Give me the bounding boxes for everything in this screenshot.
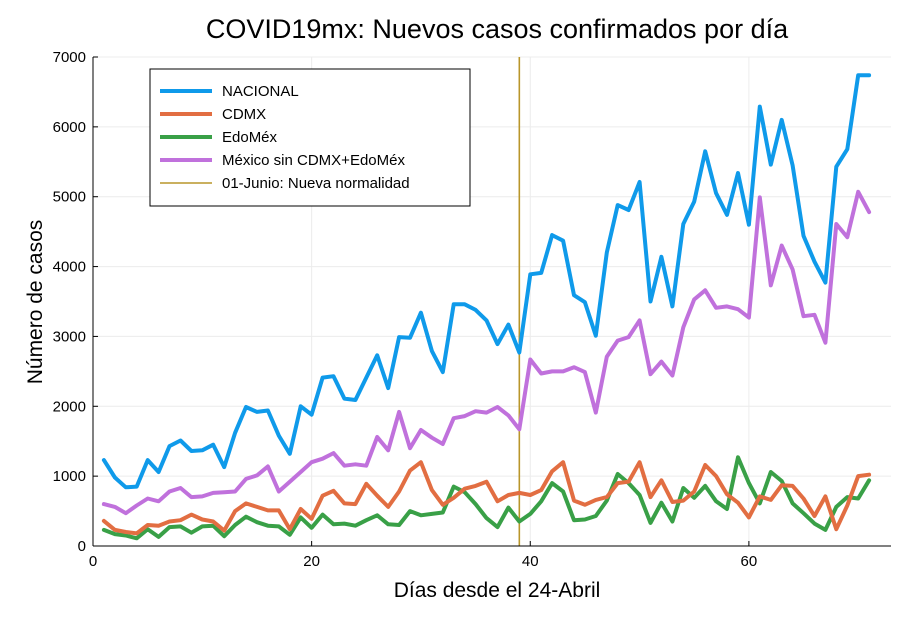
legend-label: EdoMéx (222, 129, 278, 146)
series-line-m-xico-sin-cdmx-edom-x (101, 189, 872, 516)
series-layer (101, 73, 872, 541)
axes (92, 57, 891, 547)
x-tick-label: 20 (303, 553, 320, 570)
legend-label: CDMX (222, 106, 266, 123)
series-line-cdmx (101, 460, 872, 536)
tick-labels: 0 1000 2000 3000 4000 5000 6000 7000 0 20 40 60 (53, 49, 758, 570)
y-tick-label: 5000 (53, 189, 86, 206)
legend: NACIONAL CDMX EdoMéx México sin CDMX+EdoMéx… (149, 68, 471, 207)
y-tick-label: 6000 (53, 119, 86, 136)
y-tick-label: 0 (78, 538, 86, 555)
x-tick-label: 40 (522, 553, 539, 570)
y-axis-label: Número de casos (24, 220, 47, 385)
chart-title: COVID19mx: Nuevos casos confirmados por … (206, 14, 789, 44)
x-axis-label: Días desde el 24-Abril (394, 579, 601, 602)
y-tick-label: 3000 (53, 328, 86, 345)
series-line-edom-x (101, 455, 872, 541)
legend-label: 01-Junio: Nueva normalidad (222, 175, 410, 192)
y-tick-label: 2000 (53, 398, 86, 415)
x-tick-label: 60 (741, 553, 758, 570)
y-tick-label: 7000 (53, 49, 86, 66)
y-tick-label: 1000 (53, 468, 86, 485)
series-line-nacional (101, 73, 872, 490)
x-tick-label: 0 (89, 553, 97, 570)
legend-label: México sin CDMX+EdoMéx (222, 152, 405, 169)
y-tick-label: 4000 (53, 259, 86, 276)
legend-label: NACIONAL (222, 83, 299, 100)
